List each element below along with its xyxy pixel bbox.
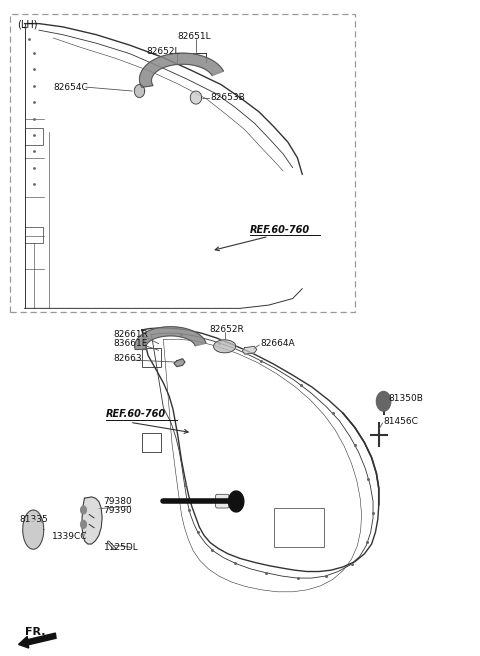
Polygon shape [135,327,206,350]
Polygon shape [81,520,86,528]
Text: 82651L: 82651L [178,31,211,41]
Text: 82654C: 82654C [53,83,88,92]
Polygon shape [376,392,391,411]
Text: 1339CC: 1339CC [52,531,88,541]
Polygon shape [190,91,202,104]
FancyBboxPatch shape [216,494,229,508]
Text: 79390: 79390 [104,506,132,515]
Text: 81335: 81335 [20,515,48,523]
Polygon shape [134,85,144,98]
Polygon shape [174,359,185,367]
Text: 82664A: 82664A [260,339,295,348]
Text: 81456C: 81456C [384,417,419,426]
Polygon shape [242,346,257,354]
Polygon shape [228,491,244,512]
Polygon shape [28,520,38,539]
Text: 82652L: 82652L [147,47,180,56]
Polygon shape [214,340,236,353]
Text: REF.60-760: REF.60-760 [106,409,166,419]
Polygon shape [81,506,86,514]
Text: 81350B: 81350B [388,394,423,403]
Text: FR.: FR. [24,627,45,637]
Polygon shape [82,497,102,544]
FancyArrow shape [19,633,56,648]
Text: REF.60-760: REF.60-760 [250,225,310,235]
Text: 1125DL: 1125DL [104,543,138,552]
Polygon shape [140,53,224,87]
Text: 82652R: 82652R [209,325,244,334]
Text: 82653B: 82653B [210,93,245,102]
Text: 83661E: 83661E [113,339,147,348]
Text: (LH): (LH) [17,19,38,29]
Text: 79380: 79380 [104,497,132,506]
Polygon shape [23,510,44,549]
Text: 82661R: 82661R [113,330,148,339]
Text: 82663: 82663 [113,354,142,363]
